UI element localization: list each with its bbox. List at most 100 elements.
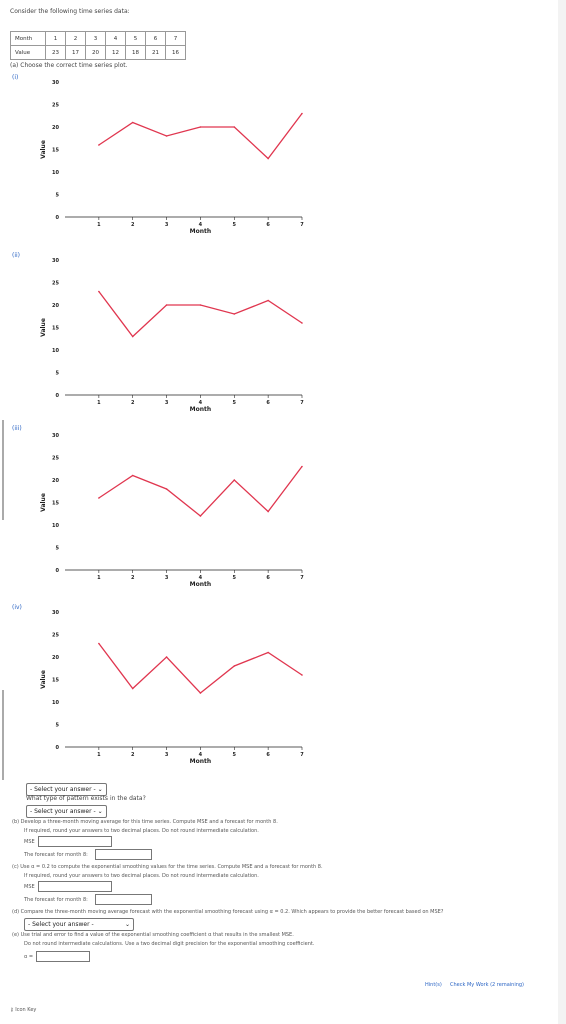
part-c-note: If required, round your answers to two d… bbox=[24, 873, 259, 879]
part-e-note: Do not round intermediate calculations. … bbox=[24, 941, 315, 947]
pattern-answer-select[interactable]: - Select your answer - ⌄ bbox=[26, 805, 107, 818]
forecast-label: The forecast for month 8: bbox=[24, 897, 88, 903]
part-a-text: (a) Choose the correct time series plot. bbox=[10, 62, 128, 69]
part-b-text: (b) Develop a three-month moving average… bbox=[12, 819, 278, 825]
y-tick-label: 20 bbox=[52, 655, 59, 661]
part-e-text: (e) Use trial and error to find a value … bbox=[12, 932, 294, 938]
mse-input-c[interactable] bbox=[38, 881, 112, 892]
chevron-down-icon: ⌄ bbox=[97, 808, 103, 815]
data-point bbox=[131, 121, 134, 124]
y-tick-label: 5 bbox=[56, 723, 60, 729]
data-point bbox=[233, 479, 236, 481]
x-tick-label: 1 bbox=[97, 752, 101, 758]
plot-answer-select[interactable]: - Select your answer - ⌄ bbox=[26, 783, 107, 796]
option-iii-radio[interactable]: (iii) bbox=[12, 425, 22, 432]
x-tick-label: 1 bbox=[97, 400, 101, 406]
hint-link[interactable]: Hint(s) bbox=[425, 982, 442, 988]
series-line bbox=[98, 113, 303, 160]
data-point bbox=[267, 157, 269, 160]
forecast-input-b[interactable] bbox=[95, 849, 152, 860]
y-tick-label: 30 bbox=[52, 258, 59, 264]
y-tick-label: 5 bbox=[56, 371, 60, 377]
x-tick-label: 5 bbox=[233, 400, 237, 406]
data-point bbox=[98, 144, 100, 146]
part-b-note: If required, round your answers to two d… bbox=[24, 828, 259, 834]
y-tick-label: 15 bbox=[52, 148, 59, 154]
table-row: Value 23 17 20 12 18 21 16 bbox=[10, 45, 186, 60]
scrollbar[interactable] bbox=[558, 0, 566, 1024]
table-header-month: Month bbox=[10, 31, 46, 46]
alpha-input[interactable] bbox=[36, 951, 90, 962]
x-tick-label: 6 bbox=[266, 752, 270, 758]
mse-input-b[interactable] bbox=[38, 836, 112, 847]
data-point bbox=[131, 474, 134, 477]
x-tick-label: 2 bbox=[131, 400, 135, 406]
option-i-radio[interactable]: (i) bbox=[12, 74, 19, 81]
data-point bbox=[233, 313, 236, 315]
x-tick-label: 5 bbox=[233, 222, 237, 228]
chevron-down-icon: ⌄ bbox=[124, 921, 130, 928]
chart-option-iii: 0 5 10 15 20 25 30 1 2 3 4 5 6 7 Month Value bbox=[30, 425, 330, 599]
better-forecast-select[interactable]: - Select your answer - ⌄ bbox=[24, 918, 134, 931]
y-tick-label: 25 bbox=[52, 103, 59, 109]
data-point bbox=[301, 674, 303, 676]
y-tick-label: 25 bbox=[52, 633, 59, 639]
x-tick-label: 2 bbox=[131, 575, 135, 581]
pattern-question: What type of pattern exists in the data? bbox=[26, 795, 146, 802]
mse-label: MSE bbox=[24, 884, 35, 890]
chart-option-ii: 0 5 10 15 20 25 30 1 2 3 4 5 6 7 Month Value bbox=[30, 250, 330, 424]
check-my-work-link[interactable]: Check My Work (2 remaining) bbox=[450, 982, 525, 988]
x-tick-label: 6 bbox=[266, 575, 270, 581]
part-d-text: (d) Compare the three-month moving avera… bbox=[12, 909, 444, 915]
x-tick-label: 7 bbox=[300, 222, 304, 228]
forecast-label: The forecast for month 8: bbox=[24, 852, 88, 858]
key-icon: ⚷ bbox=[10, 1007, 14, 1013]
option-ii-radio[interactable]: (ii) bbox=[12, 252, 21, 259]
x-tick-label: 1 bbox=[97, 222, 101, 228]
y-tick-label: 10 bbox=[52, 348, 59, 354]
x-tick-label: 1 bbox=[97, 575, 101, 581]
table-header-value: Value bbox=[10, 45, 46, 60]
data-point bbox=[98, 497, 100, 499]
y-axis-label: Value bbox=[40, 493, 47, 512]
x-tick-label: 2 bbox=[131, 222, 135, 228]
x-tick-label: 4 bbox=[199, 222, 203, 228]
intro-text: Consider the following time series data: bbox=[10, 8, 130, 15]
data-point bbox=[233, 665, 236, 667]
mse-label: MSE bbox=[24, 839, 35, 845]
x-tick-label: 3 bbox=[165, 575, 169, 581]
data-point bbox=[131, 687, 134, 690]
x-tick-label: 7 bbox=[300, 575, 304, 581]
option-iv-radio[interactable]: (iv) bbox=[12, 604, 22, 611]
data-point bbox=[233, 126, 236, 128]
x-tick-label: 3 bbox=[165, 222, 169, 228]
series-line bbox=[98, 466, 303, 517]
y-tick-label: 0 bbox=[56, 393, 60, 399]
x-tick-label: 5 bbox=[233, 575, 237, 581]
data-point bbox=[131, 335, 134, 338]
icon-key[interactable]: ⚷ Icon Key bbox=[10, 1007, 37, 1013]
data-point bbox=[199, 692, 202, 694]
y-axis-label: Value bbox=[40, 140, 47, 159]
part-c-text: (c) Use α = 0.2 to compute the exponenti… bbox=[12, 864, 323, 870]
x-tick-label: 4 bbox=[199, 575, 203, 581]
x-tick-label: 6 bbox=[266, 400, 270, 406]
x-axis-label: Month bbox=[190, 581, 212, 588]
y-tick-label: 15 bbox=[52, 501, 59, 507]
series-line bbox=[98, 291, 303, 338]
chart-option-i: 0 5 10 15 20 25 30 1 2 3 4 5 6 7 Month Value bbox=[30, 72, 330, 246]
data-point bbox=[199, 126, 202, 128]
series-line bbox=[98, 643, 303, 694]
y-axis-label: Value bbox=[40, 670, 47, 689]
data-point bbox=[267, 510, 269, 513]
x-axis-label: Month bbox=[190, 758, 212, 765]
y-tick-label: 0 bbox=[56, 745, 60, 751]
y-tick-label: 25 bbox=[52, 456, 59, 462]
y-tick-label: 20 bbox=[52, 125, 59, 131]
data-point bbox=[301, 322, 303, 324]
data-point bbox=[301, 465, 303, 468]
forecast-input-c[interactable] bbox=[95, 894, 152, 905]
option-divider bbox=[2, 420, 4, 520]
